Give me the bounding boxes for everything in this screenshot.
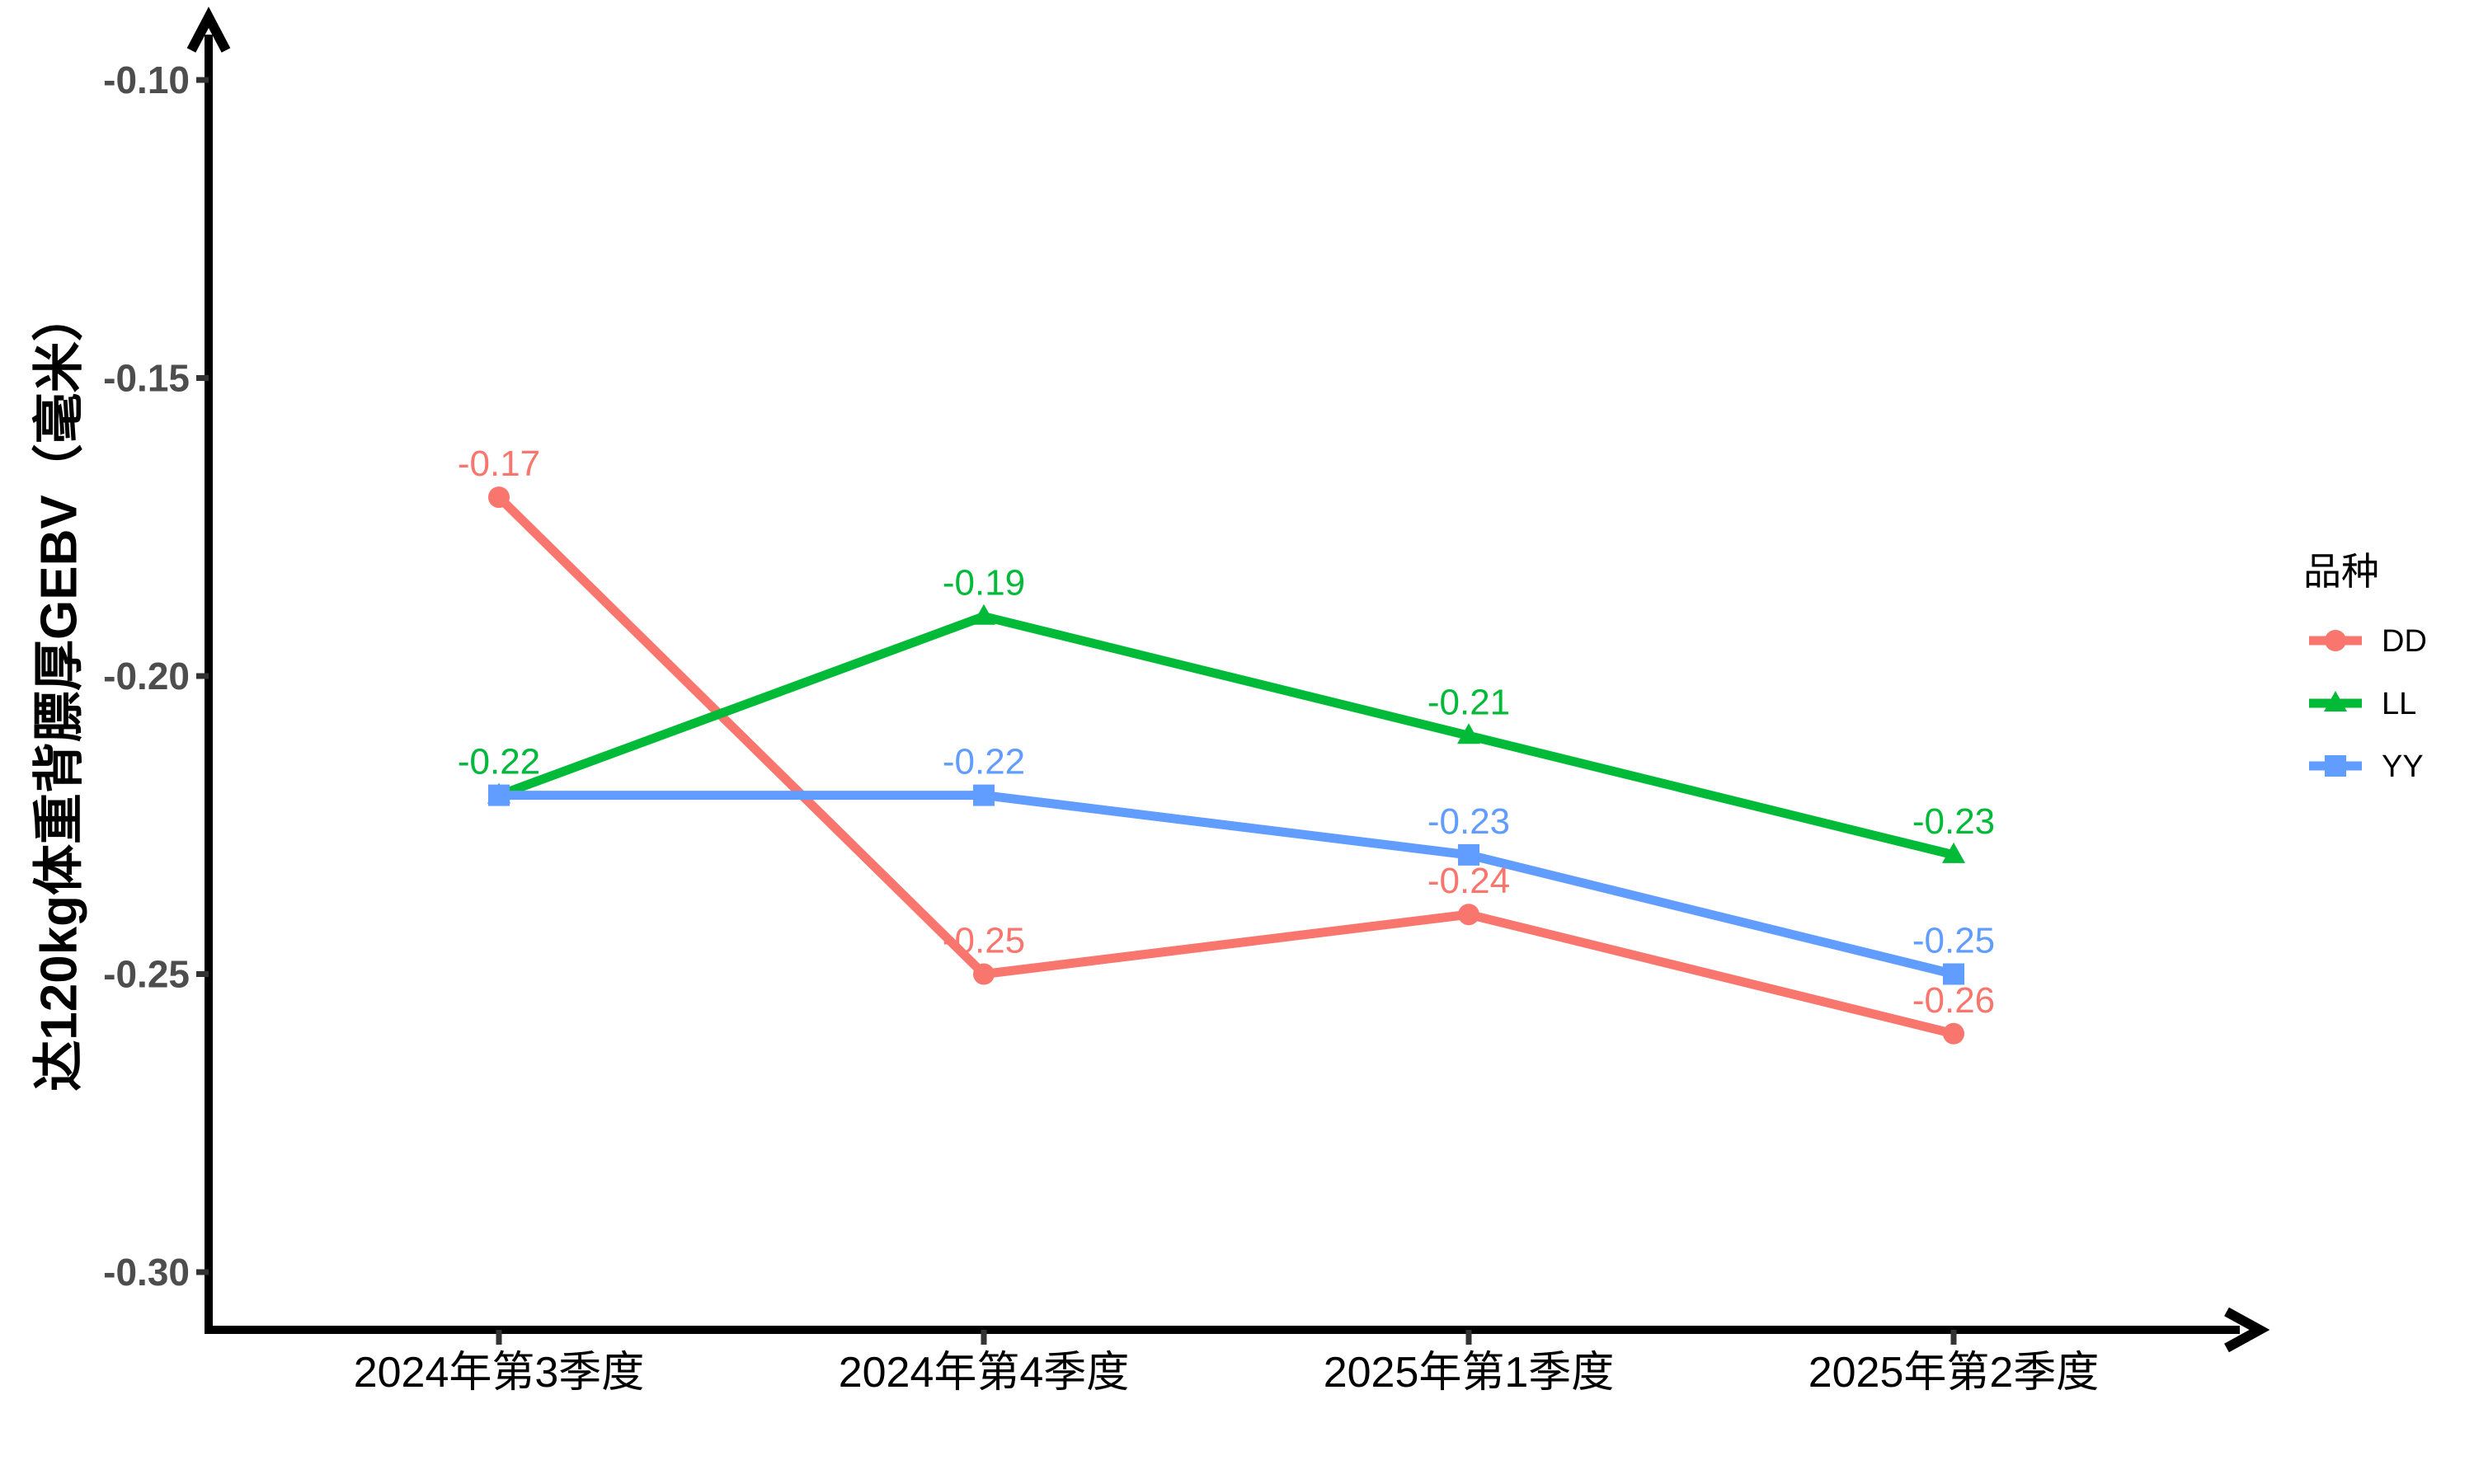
data-point-marker-dd <box>1943 1022 1964 1045</box>
data-label-ll: -0.22 <box>458 742 540 782</box>
legend-item-label: LL <box>2382 687 2416 721</box>
legend-item-yy: YY <box>2309 749 2424 784</box>
y-tick-label: -0.25 <box>103 953 190 996</box>
data-label-dd: -0.24 <box>1427 861 1510 901</box>
y-axis-arrowhead <box>186 7 231 53</box>
legend-item-dd: DD <box>2309 624 2427 659</box>
data-label-yy: -0.25 <box>1912 921 1995 961</box>
data-label-yy: -0.23 <box>1427 801 1510 842</box>
data-label-yy: -0.22 <box>458 742 540 782</box>
x-tick-label: 2024年第3季度 <box>354 1349 645 1397</box>
data-point-marker-dd <box>488 486 510 509</box>
data-point-labels: -0.17 -0.25 -0.24 -0.26 -0.22 -0.22 -0.23 -0.25… <box>458 444 1995 1021</box>
data-point-marker-dd <box>973 963 995 985</box>
series-lines <box>494 492 1959 1039</box>
y-tick-label: -0.20 <box>103 655 190 697</box>
legend-item-ll: LL <box>2309 687 2416 721</box>
legend-item-label: DD <box>2382 624 2427 659</box>
data-label-ll: -0.23 <box>1912 801 1995 842</box>
series-line-dd <box>494 492 1959 1039</box>
x-axis-tick-labels: 2024年第3季度 2024年第4季度 2025年第1季度 2025年第2季度 <box>354 1349 2100 1397</box>
data-label-ll: -0.19 <box>943 563 1025 603</box>
data-point-marker-yy <box>1943 963 1964 985</box>
data-label-dd: -0.26 <box>1912 980 1995 1021</box>
data-label-yy: -0.22 <box>943 742 1025 782</box>
y-axis-tick-labels: -0.10 -0.15 -0.20 -0.25 -0.30 <box>103 59 190 1294</box>
x-tick-label: 2025年第2季度 <box>1808 1349 2100 1397</box>
x-axis-arrowhead <box>2224 1307 2270 1353</box>
data-label-ll: -0.21 <box>1427 682 1510 722</box>
data-point-marker-yy <box>1458 843 1479 866</box>
y-tick-label: -0.10 <box>103 59 190 101</box>
series-line-ll <box>494 612 1959 860</box>
y-tick-label: -0.15 <box>103 357 190 400</box>
legend-key-square-icon <box>2325 755 2346 777</box>
data-label-dd: -0.25 <box>943 921 1025 961</box>
data-point-marker-dd <box>1458 904 1479 926</box>
x-tick-label: 2024年第4季度 <box>839 1349 1130 1397</box>
series-line-yy <box>494 791 1959 979</box>
data-point-marker-ll <box>972 603 995 625</box>
data-point-marker-ll <box>1457 723 1480 744</box>
series-markers <box>487 486 1965 1045</box>
legend-key-triangle-icon <box>2324 691 2347 711</box>
data-point-marker-yy <box>488 784 510 806</box>
y-axis-title: 达120kg体重背膘厚GEBV（毫米） <box>31 290 88 1092</box>
axes <box>186 7 2270 1353</box>
legend-title: 品种 <box>2303 550 2379 593</box>
y-axis-title-group: 达120kg体重背膘厚GEBV（毫米） <box>31 290 88 1092</box>
data-point-marker-ll <box>1942 842 1965 863</box>
data-point-marker-yy <box>973 784 995 806</box>
legend-key-circle-icon <box>2325 630 2346 651</box>
y-tick-label: -0.30 <box>103 1251 190 1294</box>
legend-item-label: YY <box>2382 749 2424 784</box>
x-tick-label: 2025年第1季度 <box>1324 1349 1615 1397</box>
data-label-dd: -0.17 <box>458 444 540 484</box>
